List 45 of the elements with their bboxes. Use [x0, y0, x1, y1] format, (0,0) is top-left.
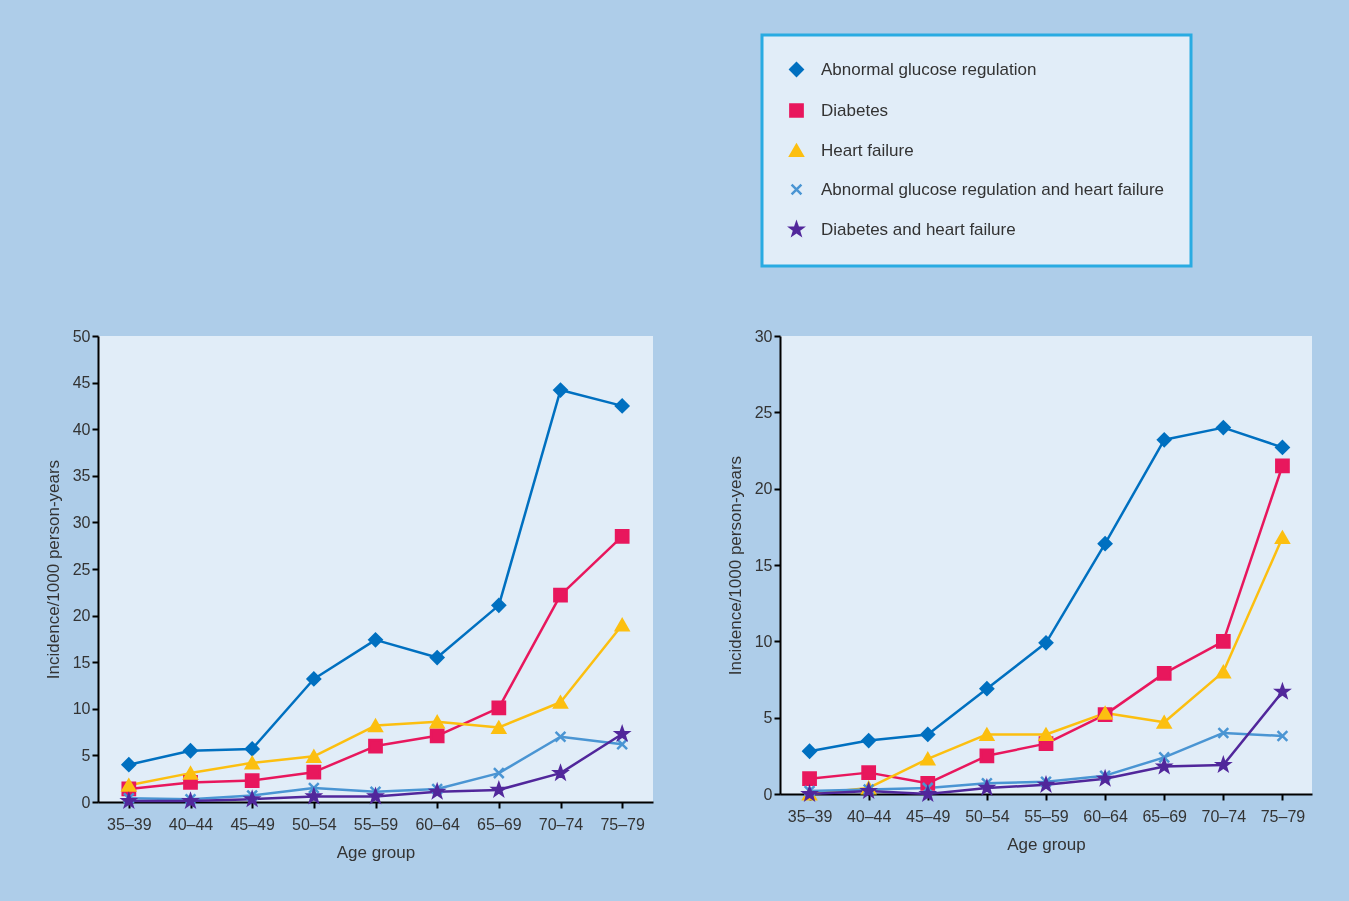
x-tick-label: 50–54 [965, 807, 1010, 825]
x-tick-label: 60–64 [415, 815, 461, 833]
x-tick-label: 45–49 [906, 807, 951, 825]
y-tick-label: 5 [81, 746, 91, 764]
x-tick-label: 45–49 [230, 815, 276, 833]
legend-label: Abnormal glucose regulation [821, 59, 1037, 79]
y-tick-label: 50 [72, 327, 91, 345]
x-tick-label: 65–69 [477, 815, 522, 833]
x-tick-label: 55–59 [1024, 807, 1069, 825]
x-tick-label: 65–69 [1142, 807, 1188, 825]
x-tick-label: 50–54 [292, 815, 337, 833]
x-tick-label: 40–44 [168, 815, 214, 833]
legend-label: Diabetes and heart failure [821, 219, 1016, 239]
x-tick-label: 75–79 [600, 815, 646, 833]
y-tick-label: 15 [754, 556, 773, 574]
x-axis-title: Age group [336, 842, 416, 862]
y-tick-label: 25 [72, 560, 91, 578]
y-tick-label: 20 [754, 480, 773, 498]
y-tick-label: 25 [754, 403, 773, 421]
x-tick-label: 60–64 [1083, 807, 1128, 825]
legend-label: Heart failure [821, 140, 914, 160]
y-axis-title: Incidence/1000 person-years [43, 459, 63, 680]
y-tick-label: 10 [72, 700, 91, 718]
y-tick-label: 0 [763, 785, 773, 803]
x-tick-label: 55–59 [353, 815, 399, 833]
x-tick-label: 75–79 [1260, 807, 1306, 825]
y-tick-label: 30 [754, 327, 773, 345]
x-tick-label: 70–74 [538, 815, 584, 833]
y-tick-label: 15 [72, 653, 91, 671]
y-tick-label: 10 [754, 632, 773, 650]
x-tick-label: 35–39 [787, 807, 833, 825]
y-tick-label: 40 [72, 420, 91, 438]
y-tick-label: 20 [72, 607, 91, 625]
x-tick-label: 40–44 [846, 807, 892, 825]
legend-label: Diabetes [821, 100, 889, 120]
y-axis-title: Incidence/1000 person-years [725, 455, 745, 676]
y-tick-label: 30 [72, 513, 91, 531]
x-tick-label: 35–39 [107, 815, 152, 833]
y-tick-label: 5 [763, 709, 773, 727]
y-tick-label: 45 [72, 374, 91, 392]
y-tick-label: 0 [81, 793, 91, 811]
legend-label: Abnormal glucose regulation and heart failure [821, 179, 1165, 199]
x-axis-title: Age group [1007, 834, 1086, 854]
x-tick-label: 70–74 [1201, 807, 1247, 825]
y-tick-label: 35 [72, 467, 91, 485]
